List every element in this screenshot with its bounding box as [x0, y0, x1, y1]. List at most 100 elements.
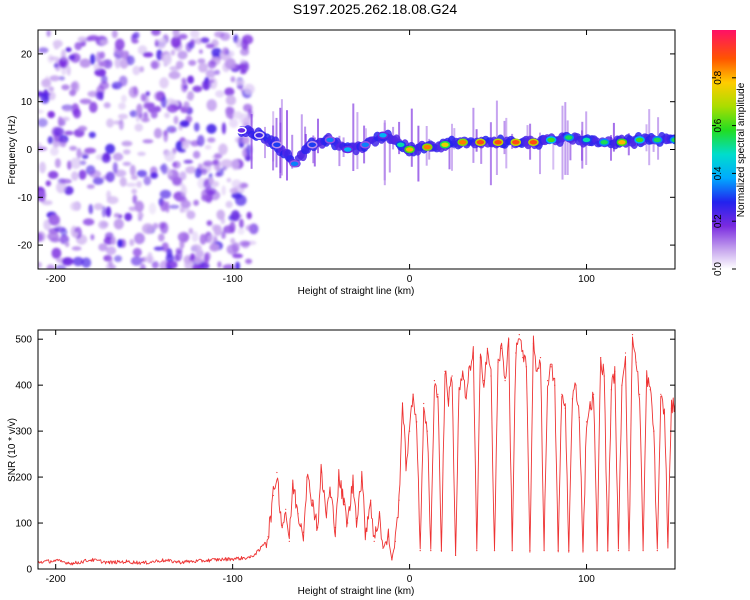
snr-point: [334, 527, 336, 529]
spectrogram-noise-blob: [183, 159, 194, 164]
spectrogram-noise-blob: [141, 117, 150, 123]
spectrogram-noise-blob: [61, 257, 74, 266]
snr-point: [394, 540, 396, 543]
ridge-point: [545, 136, 557, 144]
spectrogram-noise-blob: [87, 90, 98, 98]
spectrogram-noise-blob: [179, 171, 187, 181]
spectrogram-noise-blob: [38, 261, 42, 269]
spectrogram-noise-blob: [53, 127, 65, 137]
spectrogram-noise-blob: [159, 77, 169, 89]
spectrogram-noise-blob: [143, 176, 152, 186]
snr-point: [232, 558, 234, 560]
spectrogram-noise-blob: [205, 69, 216, 78]
snr-point: [585, 421, 588, 423]
spectrogram-noise-blob: [246, 211, 252, 220]
spectrogram-noise-blob: [226, 177, 232, 183]
spectrogram-noise-blob: [101, 205, 107, 218]
ridge-point: [510, 138, 522, 147]
spectrogram-streak: [612, 122, 615, 152]
snr-point: [518, 334, 520, 336]
spectrogram-noise-blob: [69, 145, 77, 151]
spectrogram-noise-blob: [99, 81, 110, 90]
spectrogram-noise-blob: [79, 98, 92, 105]
spectrogram-noise-blob: [207, 60, 217, 69]
spectrogram-noise-blob: [48, 91, 56, 101]
ridge-point: [271, 140, 283, 149]
spectrogram-noise-blob: [128, 86, 139, 98]
spectrogram-noise-blob: [70, 157, 82, 169]
spectrogram-noise-blob: [90, 53, 96, 65]
spectrogram-noise-blob: [179, 120, 190, 128]
ridge-point: [634, 136, 645, 144]
spectrogram-noise-blob: [187, 75, 195, 84]
spectrogram-noise-blob: [134, 232, 145, 245]
spectrogram-noise-blob: [48, 214, 60, 226]
spectrogram-noise-blob: [144, 102, 155, 108]
spectrogram-noise-blob: [220, 216, 226, 225]
spectrogram-noise-blob: [140, 93, 147, 102]
snr-point: [433, 380, 435, 382]
spectrogram-noise-blob: [142, 139, 154, 144]
snr-point: [108, 562, 110, 564]
spectrogram-noise-blob: [119, 176, 127, 187]
y-tick-label: 300: [15, 427, 32, 438]
spectrogram-streak: [489, 122, 492, 186]
spectrogram-noise-blob: [219, 32, 231, 41]
y-tick-label: 0: [26, 565, 32, 576]
spectrogram-noise-blob: [190, 253, 196, 261]
spectrogram-noise-blob: [231, 242, 240, 253]
snr-point: [444, 370, 446, 372]
spectrogram-noise-blob: [100, 39, 109, 45]
colorbar: 0.0 0.2 0.4 0.6 0.8 Normalized spectral ampl…: [712, 30, 747, 276]
x-tick-label: 100: [578, 274, 595, 285]
spectrogram-noise-blob: [152, 222, 159, 230]
snr-point: [476, 550, 478, 552]
snr-point: [347, 522, 349, 524]
spectrogram-noise-blob: [198, 49, 203, 54]
spectrogram-noise-blob: [198, 62, 208, 73]
spectrogram-noise-blob: [105, 171, 115, 183]
spectrogram-y-ticks: -20 -10 0 10 20: [18, 49, 675, 252]
spectrogram-noise-blob: [58, 76, 65, 81]
ridge-point: [324, 136, 336, 144]
snr-point: [525, 366, 528, 368]
spectrogram-noise-blob: [180, 184, 187, 197]
spectrogram-noise-blob: [70, 82, 78, 90]
spectrogram-ridge: [236, 99, 675, 186]
ridge-point: [422, 143, 433, 151]
spectrogram-streak: [356, 112, 359, 170]
spectrogram-noise-blob: [225, 200, 233, 209]
snr-point: [511, 550, 513, 552]
spectrogram-noise-blobs: [38, 30, 259, 269]
spectrogram-noise-blob: [170, 127, 176, 133]
snr-point: [639, 393, 641, 395]
colorbar-ticks: 0.0 0.2 0.4 0.6 0.8: [712, 70, 736, 276]
snr-point: [288, 540, 290, 543]
spectrogram-noise-blob: [74, 42, 82, 51]
spectrogram-noise-blob: [205, 186, 217, 195]
spectrogram-noise-blob: [156, 49, 163, 61]
spectrogram-noise-blob: [134, 123, 144, 132]
spectrogram-noise-blob: [73, 108, 81, 119]
spectrogram-streak: [480, 143, 483, 164]
spectrogram-noise-blob: [220, 159, 233, 169]
spectrogram-noise-blob: [131, 188, 137, 195]
ridge-point: [528, 138, 539, 147]
spectrogram-noise-blob: [150, 110, 158, 119]
spectrogram-noise-blob: [221, 122, 226, 135]
spectrogram-streak: [388, 134, 391, 173]
spectrogram-noise-blob: [113, 218, 124, 230]
spectrogram-noise-blob: [160, 96, 167, 108]
spectrogram-noise-blob: [154, 39, 159, 47]
spectrogram-noise-blob: [62, 105, 74, 113]
spectrogram-noise-blob: [66, 65, 71, 76]
spectrogram-noise-blob: [111, 30, 118, 39]
snr-point: [670, 407, 673, 409]
spectrogram-noise-blob: [71, 246, 82, 251]
spectrogram-streak: [472, 107, 475, 163]
spectrogram-streak: [410, 108, 413, 167]
spectrogram-noise-blob: [81, 257, 92, 268]
snr-point: [490, 375, 492, 377]
snr-point: [72, 562, 74, 565]
